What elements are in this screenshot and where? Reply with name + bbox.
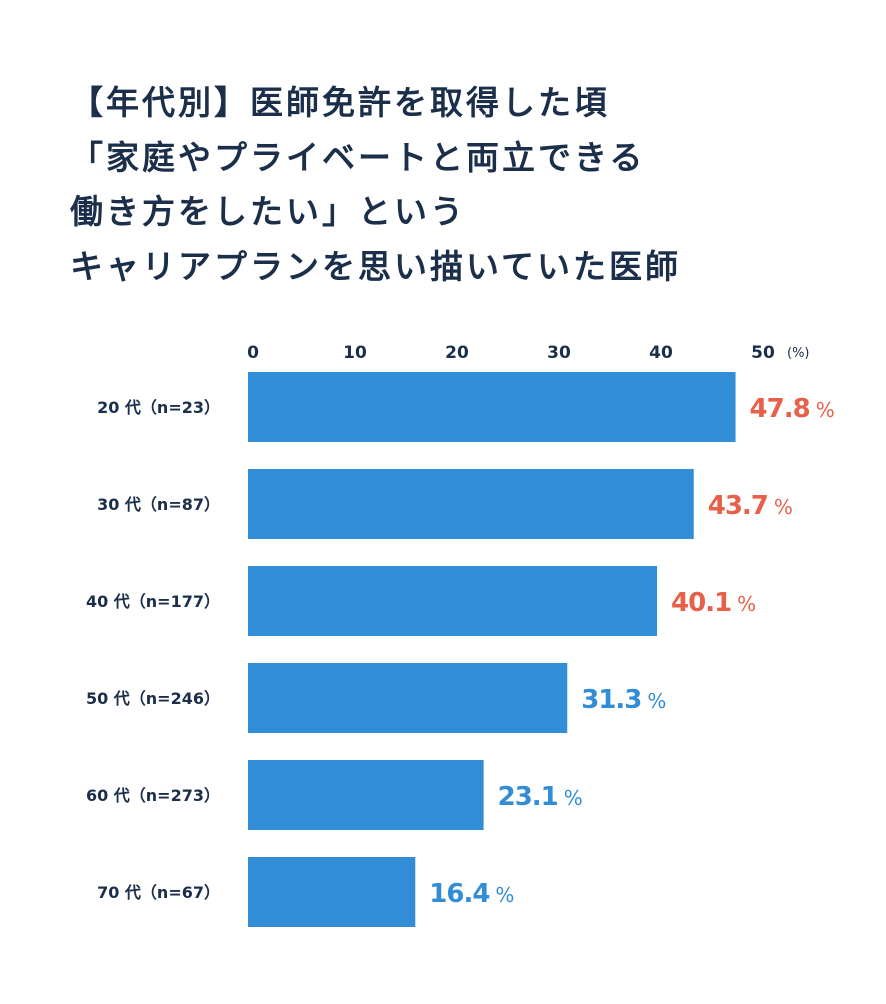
data-label-value: 31.3 bbox=[581, 685, 641, 715]
x-tick-label: 20 bbox=[445, 343, 469, 363]
x-tick-label: 0 bbox=[247, 343, 259, 363]
data-label-value: 16.4 bbox=[429, 879, 489, 909]
bar bbox=[248, 469, 694, 539]
data-label-unit: % bbox=[737, 592, 755, 616]
x-tick-label: 50 bbox=[751, 343, 775, 363]
x-unit-label: (%) bbox=[787, 346, 810, 361]
bar bbox=[248, 857, 416, 927]
bar bbox=[248, 372, 736, 442]
data-label-unit: % bbox=[816, 398, 834, 422]
category-label: 60 代（n=273） bbox=[86, 786, 220, 805]
category-label: 40 代（n=177） bbox=[86, 592, 220, 611]
data-label: 23.1% bbox=[498, 782, 582, 812]
data-label: 40.1% bbox=[671, 588, 755, 618]
chart-title: 【年代別】医師免許を取得した頃 「家庭やプライベートと両立できる 働き方をしたい… bbox=[70, 76, 681, 294]
data-label-unit: % bbox=[647, 689, 665, 713]
data-label: 47.8% bbox=[750, 394, 834, 424]
category-label: 50 代（n=246） bbox=[86, 689, 220, 708]
bar bbox=[248, 760, 484, 830]
title-line: 【年代別】医師免許を取得した頃 bbox=[70, 83, 610, 122]
data-label-value: 40.1 bbox=[671, 588, 731, 618]
title-line: キャリアプランを思い描いていた医師 bbox=[70, 246, 682, 286]
x-tick-label: 40 bbox=[649, 343, 673, 363]
x-tick-label: 10 bbox=[343, 343, 367, 363]
x-tick-label: 30 bbox=[547, 343, 571, 363]
data-label: 31.3% bbox=[581, 685, 665, 715]
data-label-value: 47.8 bbox=[750, 394, 810, 424]
data-label-value: 23.1 bbox=[498, 782, 558, 812]
category-label: 70 代（n=67） bbox=[97, 883, 220, 902]
data-label-value: 43.7 bbox=[708, 491, 768, 521]
data-label: 43.7% bbox=[708, 491, 792, 521]
data-label-unit: % bbox=[774, 495, 792, 519]
category-label: 30 代（n=87） bbox=[97, 495, 220, 514]
title-line: 働き方をしたい」という bbox=[70, 192, 466, 231]
title-line: 「家庭やプライベートと両立できる bbox=[70, 137, 646, 177]
category-label: 20 代（n=23） bbox=[97, 398, 220, 417]
data-label: 16.4% bbox=[429, 879, 513, 909]
data-label-unit: % bbox=[495, 883, 513, 907]
bar bbox=[248, 663, 568, 733]
bar bbox=[248, 566, 658, 636]
data-label-unit: % bbox=[564, 786, 582, 810]
